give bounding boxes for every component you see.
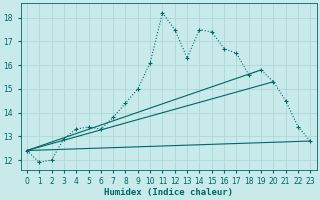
X-axis label: Humidex (Indice chaleur): Humidex (Indice chaleur) xyxy=(104,188,233,197)
